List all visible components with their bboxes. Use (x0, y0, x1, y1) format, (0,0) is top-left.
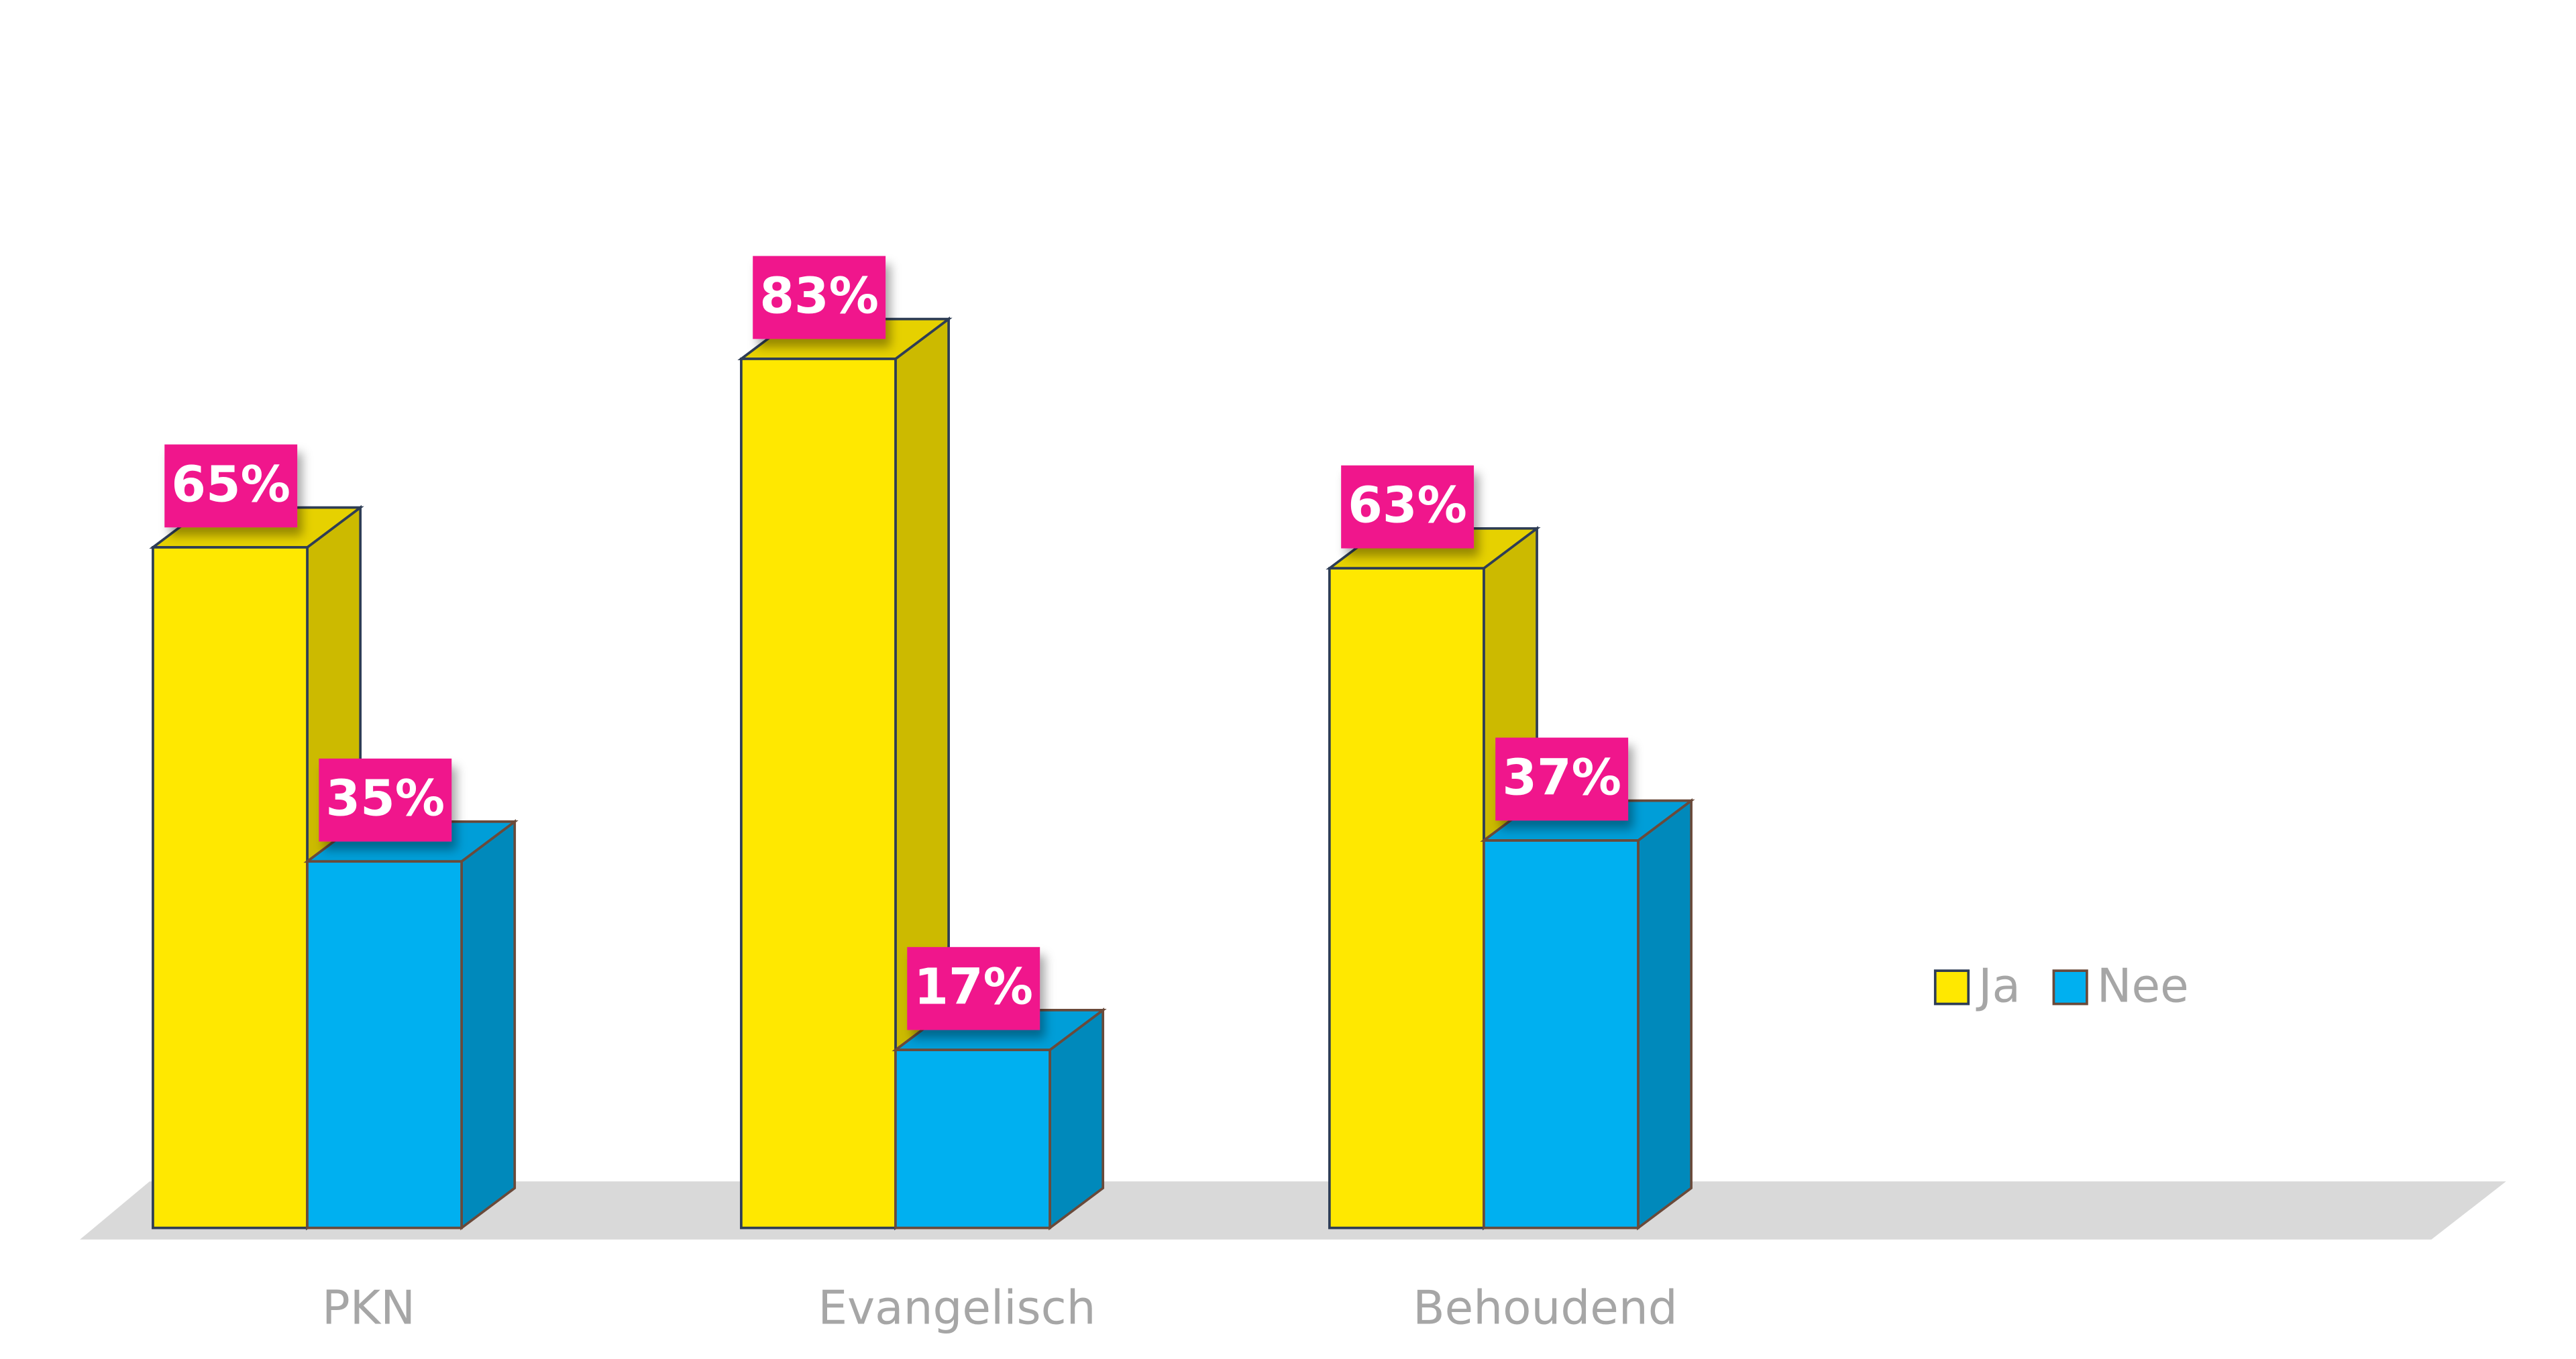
data-label: 83% (759, 266, 879, 325)
bar (303, 819, 519, 1231)
data-label-box (907, 946, 1040, 1030)
data-label: 37% (1502, 748, 1621, 806)
data-label-box (753, 256, 886, 339)
x-tick-label: Behoudend (1413, 1281, 1678, 1335)
x-tick-label: Evangelisch (818, 1281, 1095, 1335)
data-label: 65% (171, 455, 290, 513)
bar-side (1637, 798, 1693, 1231)
bar-front (1328, 567, 1485, 1230)
x-tick-label: PKN (322, 1281, 415, 1335)
bar-side (460, 819, 517, 1231)
data-label: 35% (325, 769, 445, 828)
bar (737, 316, 953, 1231)
data-label-box (319, 758, 452, 842)
data-label-box (1495, 737, 1629, 821)
legend-label: Ja (1976, 959, 2021, 1013)
legend-swatch (2052, 969, 2088, 1005)
legend-label: Nee (2097, 959, 2189, 1013)
data-label: 17% (914, 958, 1033, 1016)
bar-front (740, 358, 897, 1230)
floor (80, 1181, 2506, 1240)
bar-front (894, 1048, 1051, 1230)
data-label: 63% (1348, 476, 1467, 535)
bar-front (306, 860, 463, 1230)
bar (1480, 798, 1695, 1231)
bar-front (1483, 839, 1640, 1230)
data-label-box (1341, 465, 1474, 549)
bar (892, 1008, 1107, 1231)
bar-front (152, 546, 309, 1230)
legend-swatch (1933, 969, 1970, 1005)
data-label-box (164, 444, 298, 528)
